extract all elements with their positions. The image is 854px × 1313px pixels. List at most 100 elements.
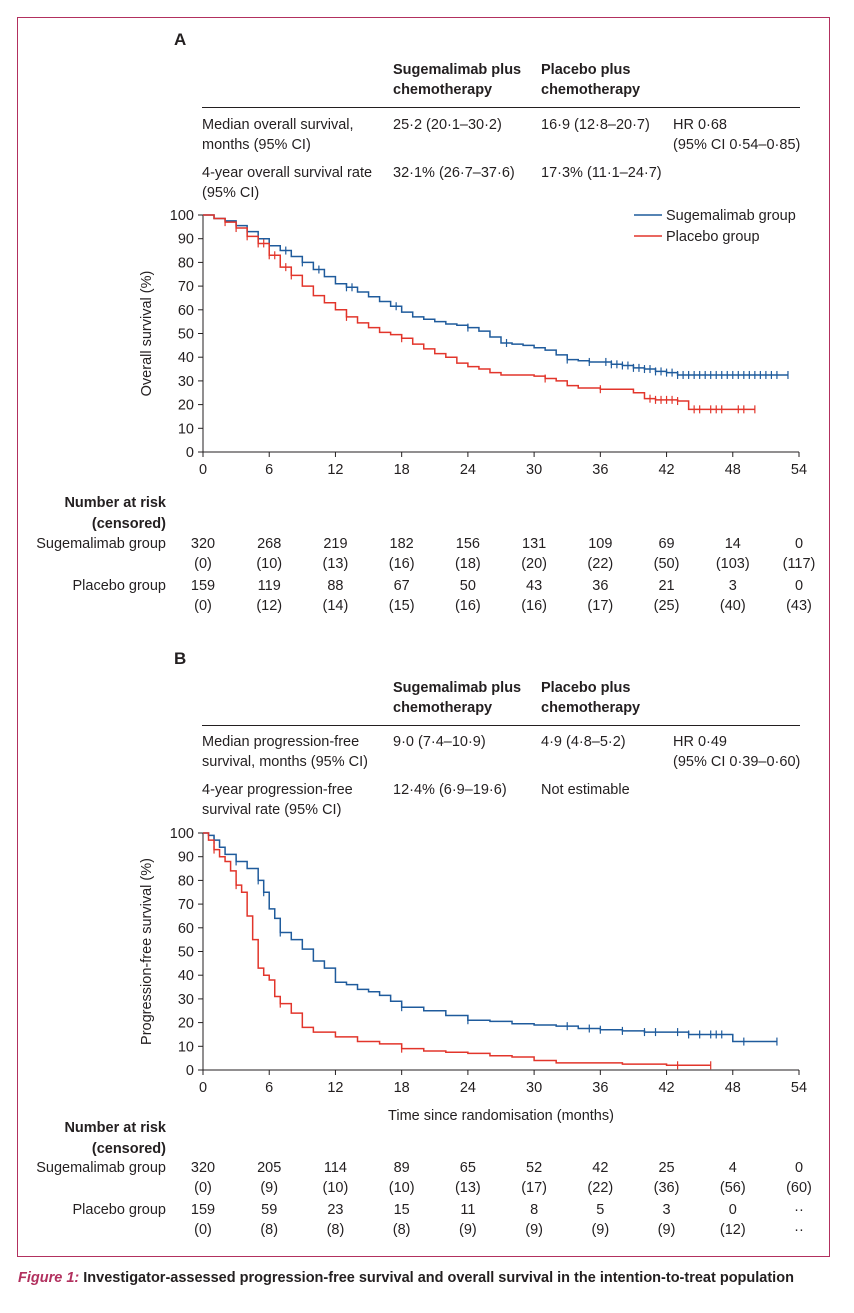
risk-count: 0 [728,1202,737,1218]
panel-b-row2-label: 4-year progression-free survival rate (95… [202,782,353,818]
legend-sugemalimab-label: Sugemalimab group [666,208,796,224]
risk-count: 88 [327,578,344,594]
risk-count: 14 [724,536,741,552]
risk-censored-count: (9) [591,1222,610,1238]
figure-caption: Figure 1: Investigator-assessed progress… [18,1268,818,1289]
risk-censored-count: (117) [782,556,816,572]
risk-censored-count: (9) [525,1222,543,1238]
risk-censored-count: (12) [256,598,283,614]
risk-censored-count: (20) [521,556,547,572]
panel-a-letter: A [174,30,187,49]
risk-censored-count: (0) [194,556,212,572]
risk-censored-count: (22) [587,556,614,572]
panel-b-row1-placebo: 4·9 (4·8–5·2) [541,734,626,750]
risk-count: 8 [530,1202,539,1218]
risk-count: 114 [323,1160,347,1176]
x-tick-label: 6 [265,462,273,478]
y-tick-label: 60 [178,303,194,319]
risk-censored-count: (56) [719,1180,746,1196]
panel-a-table-rule [202,107,800,108]
risk-censored-count: (9) [260,1180,279,1196]
panel-a-col-sugemalimab-header: Sugemalimab plus chemotherapy [393,62,522,98]
y-tick-label: 50 [178,327,194,343]
x-tick-label: 0 [199,1080,207,1096]
risk-count: 3 [728,578,737,594]
risk-censored-count: (40) [719,598,746,614]
x-tick-label: 54 [791,1080,807,1096]
y-tick-label: 70 [178,279,194,295]
risk-count: 156 [455,536,480,552]
y-tick-label: 40 [178,350,194,366]
risk-censored-count: (25) [653,598,680,614]
risk-count: 23 [327,1202,344,1218]
risk-count: 42 [592,1160,609,1176]
y-tick-label: 30 [178,992,194,1008]
panel-b-row1-label: Median progression-free survival, months … [202,734,368,770]
figure-caption-text: Investigator-assessed progression-free s… [83,1270,794,1286]
risk-censored-count: (0) [194,1180,212,1196]
risk-count: 89 [393,1160,410,1176]
risk-censored-count: (0) [194,1222,212,1238]
risk-count: 219 [323,536,348,552]
panel-a-col-placebo-header: Placebo plus chemotherapy [541,62,641,98]
panel-b-risk-title: Number at risk (censored) [64,1120,166,1157]
risk-censored-count: (15) [388,598,415,614]
risk-count: 43 [526,578,543,594]
x-tick-label: 36 [592,462,608,478]
risk-count: 59 [261,1202,278,1218]
y-tick-label: 80 [178,255,194,271]
panel-a-row2-placebo: 17·3% (11·1–24·7) [541,165,662,181]
panel-a-row2-sugemalimab: 32·1% (26·7–37·6) [393,165,515,181]
risk-count: 159 [190,578,216,594]
risk-censored-count: (8) [392,1222,411,1238]
y-tick-label: 60 [178,921,194,937]
risk-group-label: Placebo group [72,1202,166,1218]
risk-censored-count: (13) [322,556,349,572]
y-tick-label: 10 [178,1039,194,1055]
risk-count: 21 [658,578,675,594]
sugemalimab-survival-curve [203,832,777,1043]
risk-censored-count: (60) [786,1180,812,1196]
x-axis-label: Time since randomisation (months) [388,1108,614,1124]
panel-b-col-sugemalimab-header: Sugemalimab plus chemotherapy [393,680,522,716]
risk-count: 11 [460,1202,476,1218]
risk-censored-count: (8) [326,1222,345,1238]
risk-censored-count: (18) [454,556,481,572]
risk-count: 65 [459,1160,476,1176]
risk-censored-count: (36) [653,1180,680,1196]
panel-b-row2-placebo: Not estimable [541,782,630,798]
legend-placebo-label: Placebo group [666,229,760,245]
x-tick-label: 54 [791,462,807,478]
y-tick-label: 100 [170,826,194,842]
risk-censored-count: (43) [786,598,812,614]
risk-count: 109 [588,536,613,552]
panel-b-col-placebo-header: Placebo plus chemotherapy [541,680,641,716]
x-tick-label: 30 [526,1080,542,1096]
x-tick-label: 0 [199,462,207,478]
y-tick-label: 20 [178,1016,194,1032]
risk-count: 52 [526,1160,543,1176]
overall-survival-chart: 0 10 20 30 40 50 60 70 80 90 100 0 6 12 18 24 30 36 42 48 54… [139,208,807,478]
risk-count: ·· [794,1202,804,1218]
y-tick-label: 90 [178,850,194,866]
panel-b-table-rule [202,725,800,726]
risk-censored-count: (22) [587,1180,614,1196]
panel-b-row1-sugemalimab: 9·0 (7·4–10·9) [393,734,486,750]
risk-count: 50 [459,578,476,594]
figure-label: Figure 1: [18,1270,80,1286]
x-tick-label: 48 [725,462,741,478]
x-tick-label: 18 [394,462,410,478]
y-tick-label: 0 [186,445,194,461]
x-tick-label: 6 [265,1080,273,1096]
risk-count: 119 [257,578,281,594]
y-tick-label: 10 [178,421,194,437]
y-tick-label: 70 [178,897,194,913]
risk-count: 67 [393,578,410,594]
panel-a-row1-placebo: 16·9 (12·8–20·7) [541,117,650,133]
y-tick-label: 100 [170,208,194,224]
panel-a-risk-title: Number at risk (censored) [64,495,166,532]
risk-group-label: Placebo group [72,578,166,594]
risk-count: 0 [794,1160,804,1176]
y-tick-label: 90 [178,232,194,248]
y-axis-label: Progression-free survival (%) [139,858,155,1045]
